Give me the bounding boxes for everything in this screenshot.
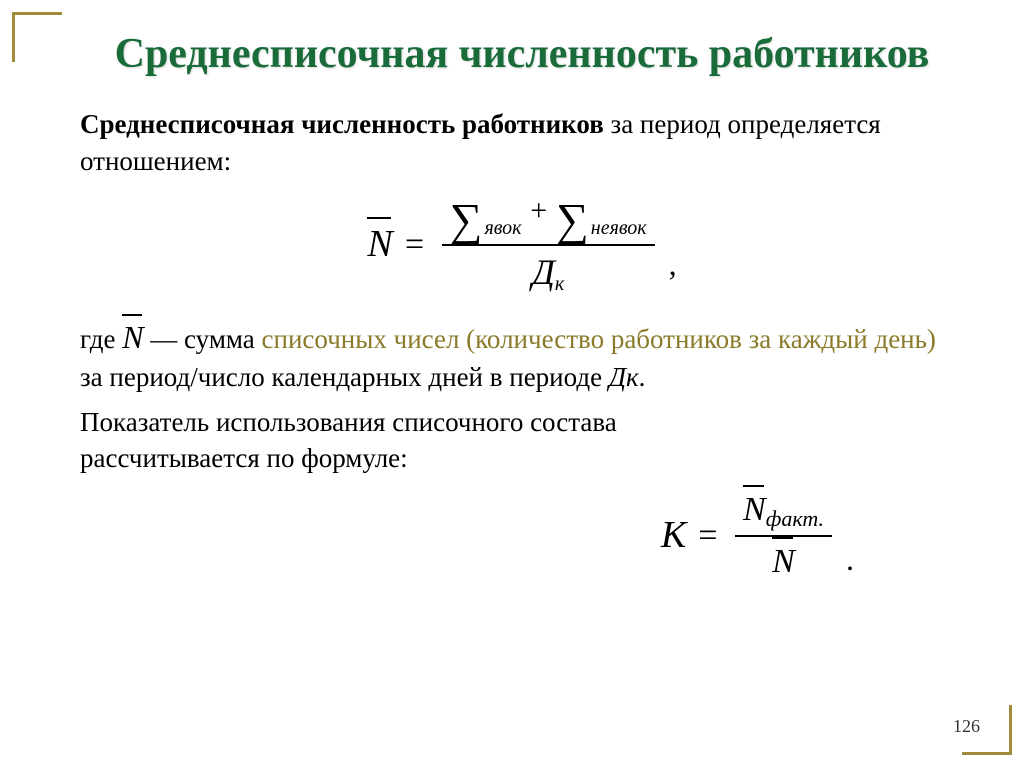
den-sub: к	[555, 273, 564, 295]
lead-paragraph: Среднесписочная численность работников з…	[80, 106, 964, 179]
equals-sign: =	[403, 222, 426, 268]
formula1-fraction: ∑явок + ∑неявок Дк	[442, 189, 655, 300]
slide-title: Среднесписочная численность работников	[80, 30, 964, 78]
slide: Среднесписочная численность работников С…	[0, 0, 1024, 767]
where-var: N	[122, 316, 143, 359]
para2: Показатель использования списочного сост…	[80, 404, 964, 477]
sigma2-label: неявок	[591, 217, 647, 239]
where-text: где	[80, 324, 122, 354]
sigma1-label: явок	[484, 217, 521, 239]
formula2-fraction: Nфакт. N	[735, 485, 832, 588]
content: Среднесписочная численность работников з…	[80, 106, 964, 587]
formula2-denominator: N	[764, 537, 803, 587]
formula1-numerator: ∑явок + ∑неявок	[442, 189, 655, 244]
where-italic: Дк	[609, 362, 639, 392]
lead-bold: Среднесписочная численность работников	[80, 109, 604, 139]
formula2-lhs: К	[661, 510, 686, 561]
den-var: N	[772, 539, 795, 585]
where-olive: списочных чисел (количество работников з…	[262, 324, 936, 354]
sigma-icon: ∑	[450, 200, 483, 239]
page-number: 126	[953, 716, 980, 737]
formula2-trail: .	[846, 538, 854, 581]
sigma-icon: ∑	[556, 200, 589, 239]
formula-2: К = Nфакт. N .	[80, 485, 964, 588]
plus-sign: +	[530, 194, 547, 227]
formula1-denominator: Дк	[524, 246, 572, 300]
den-var: Д	[532, 252, 555, 292]
para2-line1: Показатель использования списочного сост…	[80, 407, 617, 437]
equals-sign: =	[696, 513, 719, 559]
corner-top-left	[12, 12, 62, 62]
para2-line2: рассчитывается по формуле:	[80, 443, 408, 473]
where-period: .	[639, 362, 646, 392]
formula1-lhs: N	[367, 219, 392, 270]
where-rest2: за период/число календарных дней в перио…	[80, 362, 609, 392]
where-paragraph: где N — сумма списочных чисел (количеств…	[80, 316, 964, 396]
formula1-trail: ,	[669, 243, 677, 286]
where-rest1: — сумма	[150, 324, 261, 354]
formula-1: N = ∑явок + ∑неявок Дк ,	[80, 189, 964, 300]
formula2-numerator: Nфакт.	[735, 485, 832, 536]
num-var: N	[743, 487, 766, 533]
num-sub: факт.	[766, 506, 824, 531]
